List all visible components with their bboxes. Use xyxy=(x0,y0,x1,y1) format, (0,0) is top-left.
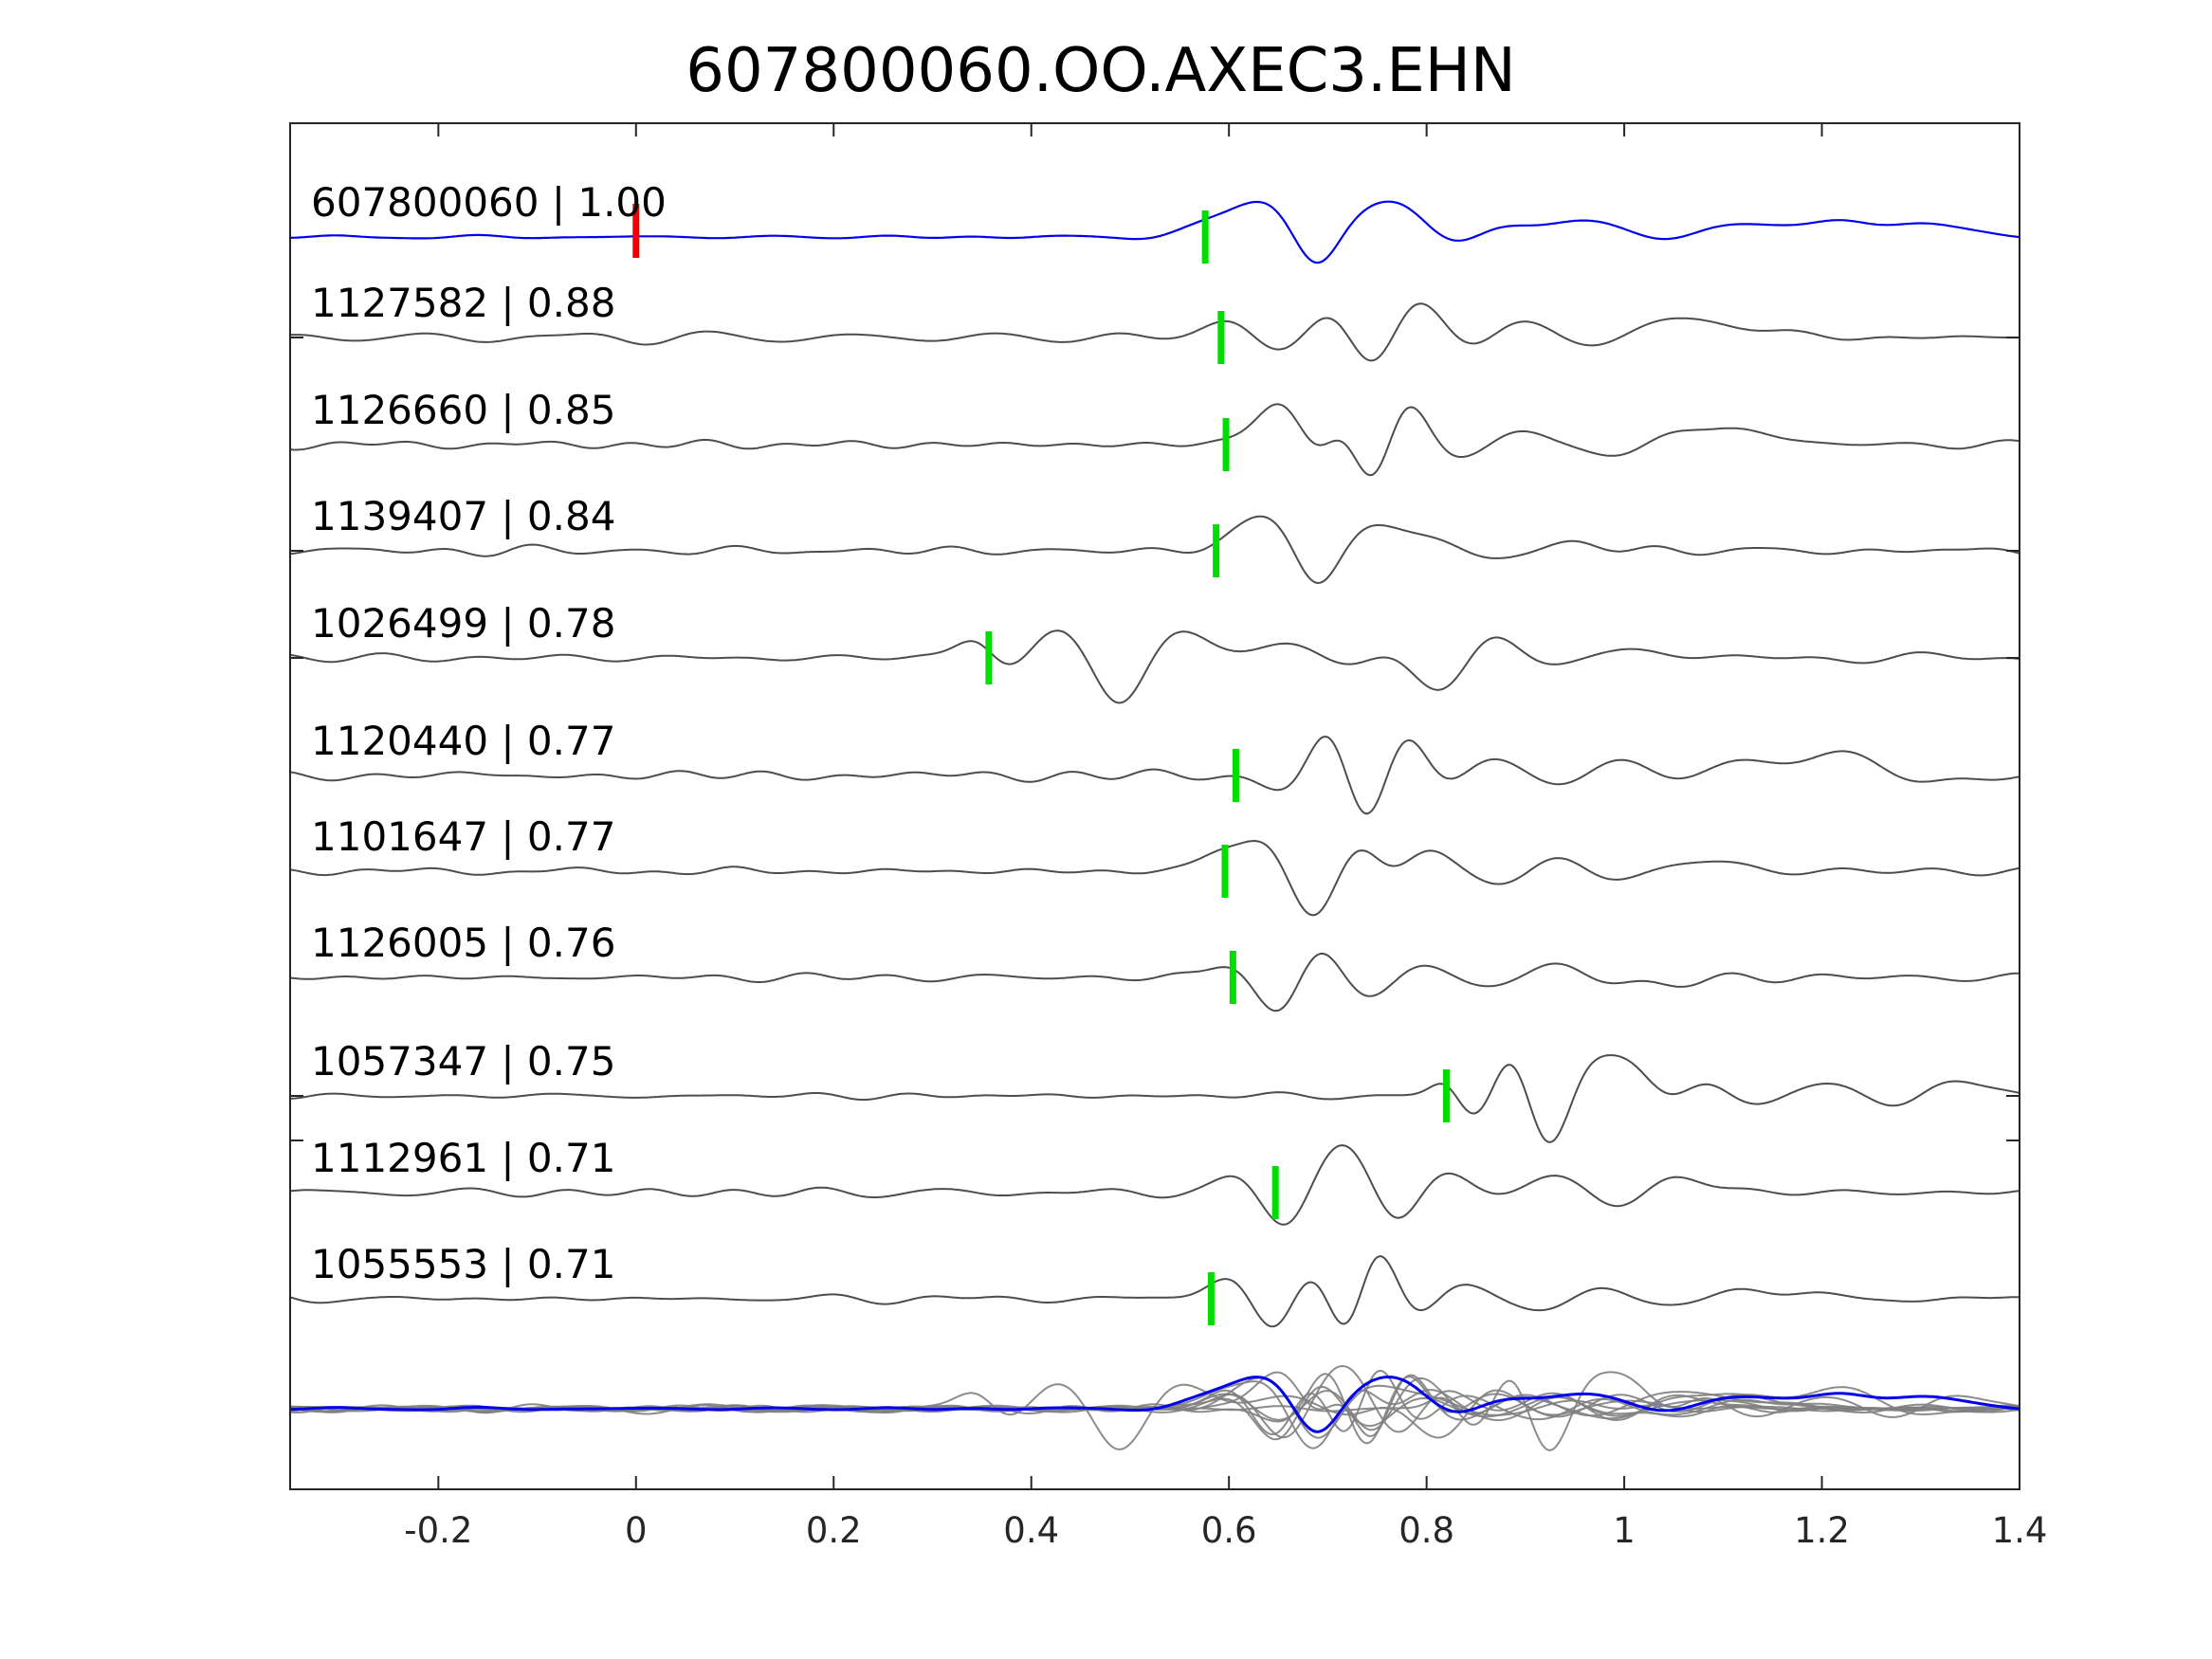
trace-label-7: 1126005 | 0.76 xyxy=(311,920,615,966)
trace-7 xyxy=(289,952,2020,1012)
trace-label-2: 1126660 | 0.85 xyxy=(311,387,615,433)
trace-6 xyxy=(289,839,2020,917)
x-tick-label-1: 0 xyxy=(625,1510,648,1551)
traces-layer xyxy=(289,200,2020,1451)
trace-3 xyxy=(289,515,2020,585)
x-tick-label-3: 0.4 xyxy=(1003,1510,1059,1551)
trace-label-9: 1112961 | 0.71 xyxy=(311,1135,615,1181)
chart-title: 607800060.OO.AXEC3.EHN xyxy=(686,36,1516,106)
labels-layer: 607800060 | 1.00 1127582 | 0.88 1126660 | … xyxy=(311,179,667,1287)
trace-label-1: 1127582 | 0.88 xyxy=(311,280,615,326)
plot-frame xyxy=(289,122,2020,1490)
x-tick-label-5: 0.8 xyxy=(1398,1510,1454,1551)
trace-label-10: 1055553 | 0.71 xyxy=(311,1241,615,1287)
x-tick-label-8: 1.4 xyxy=(1992,1510,2048,1551)
trace-9 xyxy=(289,1144,2020,1226)
trace-1 xyxy=(289,302,2020,362)
markers-layer xyxy=(632,204,1450,1325)
axes-layer xyxy=(289,122,2020,1490)
trace-0 xyxy=(289,200,2020,264)
trace-label-8: 1057347 | 0.75 xyxy=(311,1038,615,1085)
x-tick-label-6: 1 xyxy=(1613,1510,1636,1551)
trace-label-5: 1120440 | 0.77 xyxy=(311,718,615,764)
trace-8 xyxy=(289,1054,2020,1143)
x-tick-label-4: 0.6 xyxy=(1201,1510,1257,1551)
trace-label-6: 1101647 | 0.77 xyxy=(311,813,615,860)
x-tick-label-7: 1.2 xyxy=(1794,1510,1850,1551)
trace-5 xyxy=(289,735,2020,815)
trace-label-0: 607800060 | 1.00 xyxy=(311,179,667,226)
stack-trace-0 xyxy=(290,1376,2020,1433)
trace-label-4: 1026499 | 0.78 xyxy=(311,600,615,647)
x-tick-label-0: -0.2 xyxy=(404,1510,472,1551)
x-axis-ticks: -0.2 0 0.2 0.4 0.6 0.8 1 1.2 1.4 xyxy=(404,123,2047,1551)
stack-trace-9 xyxy=(289,1364,2020,1439)
x-tick-label-2: 0.2 xyxy=(806,1510,862,1551)
trace-2 xyxy=(289,403,2020,477)
trace-label-3: 1139407 | 0.84 xyxy=(311,493,615,539)
trace-4 xyxy=(289,629,2020,704)
trace-10 xyxy=(289,1255,2020,1328)
